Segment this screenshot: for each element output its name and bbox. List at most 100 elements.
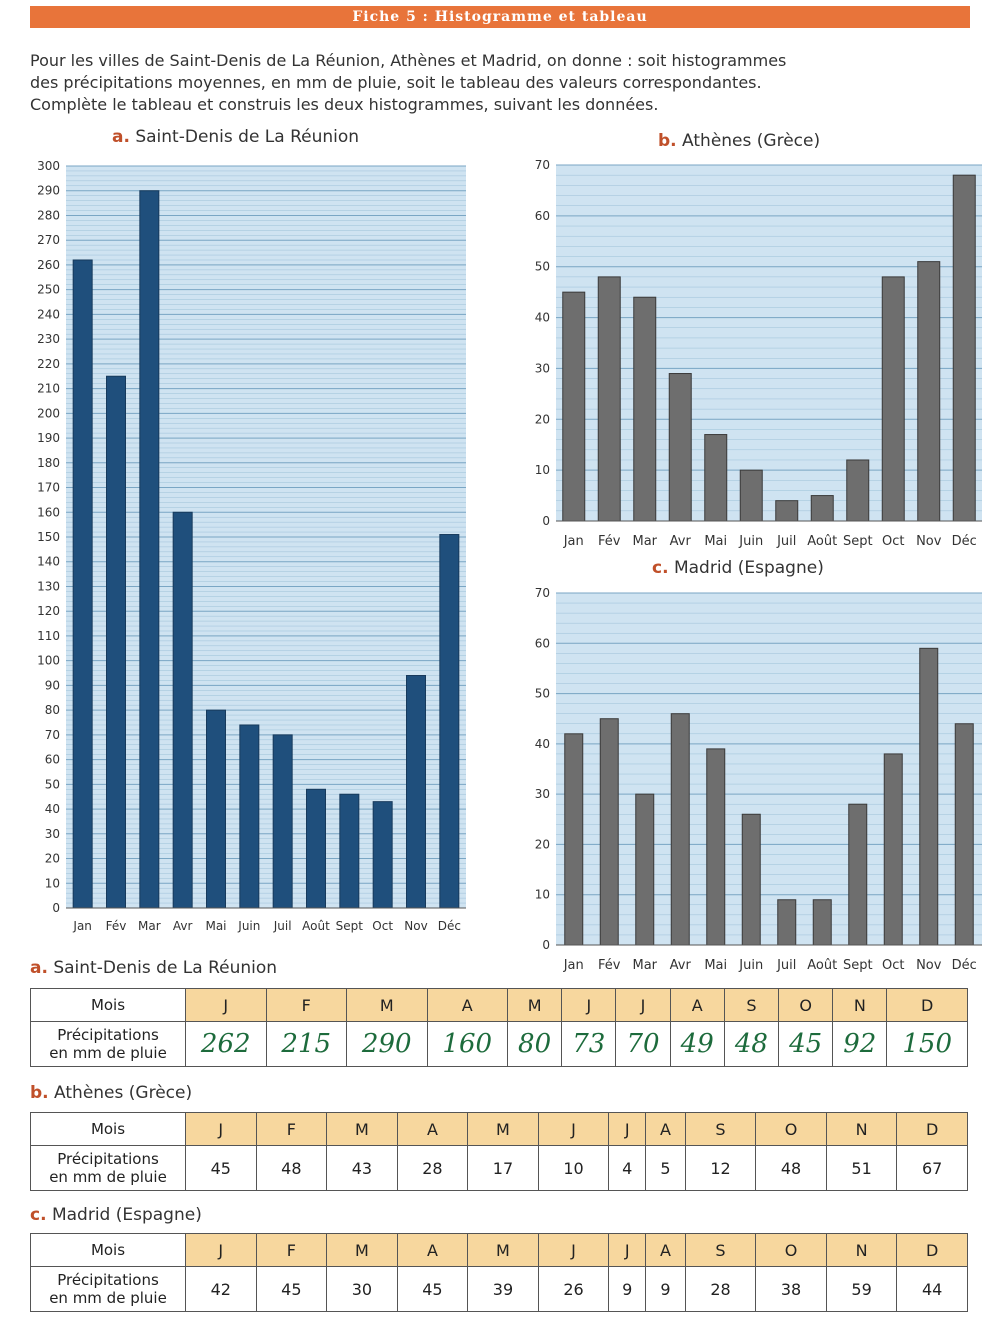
table-b-name: Athènes (Grèce) bbox=[54, 1083, 193, 1103]
y-tick-label: 250 bbox=[37, 283, 60, 297]
bar bbox=[106, 375, 126, 909]
y-tick-label: 200 bbox=[37, 406, 60, 420]
y-tick-label: 100 bbox=[37, 654, 60, 668]
bar bbox=[952, 174, 976, 522]
bar bbox=[706, 748, 726, 946]
x-tick-label: Juin bbox=[738, 534, 763, 549]
x-tick-label: Mai bbox=[704, 958, 727, 973]
bar bbox=[954, 723, 974, 946]
x-tick-label: Août bbox=[807, 958, 837, 973]
y-tick-label: 40 bbox=[45, 802, 60, 816]
month-cell: J bbox=[608, 1112, 647, 1146]
bar bbox=[172, 511, 193, 909]
table-a-title: a. Saint-Denis de La Réunion bbox=[30, 958, 277, 978]
value-cell: 28 bbox=[396, 1145, 469, 1191]
x-tick-label: Mar bbox=[632, 958, 657, 973]
chart-b-letter: b. bbox=[658, 131, 677, 151]
athens-table: Mois J F M A M J J A S O N D Précipitations en mm de p… bbox=[30, 1112, 968, 1191]
x-tick-label: Mai bbox=[205, 919, 226, 933]
months-row: Mois J F M A M J J A S O N D bbox=[30, 988, 968, 1022]
month-cell: J bbox=[185, 1112, 257, 1146]
month-cell: M bbox=[506, 988, 563, 1022]
y-tick-label: 30 bbox=[535, 787, 550, 801]
month-cell: M bbox=[326, 1233, 398, 1267]
y-tick-label: 0 bbox=[52, 901, 60, 915]
x-tick-label: Sept bbox=[843, 958, 873, 973]
saint-denis-table: Mois J F M A M J J A S O N D Précipitations en mm de p… bbox=[30, 988, 968, 1067]
value-cell: 48 bbox=[723, 1021, 780, 1067]
value-cell: 45 bbox=[396, 1266, 469, 1312]
bar bbox=[775, 500, 799, 522]
y-tick-label: 10 bbox=[45, 876, 60, 890]
x-tick-label: Sept bbox=[336, 919, 364, 933]
value-cell: 215 bbox=[265, 1021, 347, 1067]
value-cell: 67 bbox=[896, 1145, 968, 1191]
worksheet-header: Fiche 5 : Histogramme et tableau bbox=[30, 6, 970, 28]
y-tick-label: 270 bbox=[37, 233, 60, 247]
bar bbox=[272, 734, 293, 909]
bar bbox=[741, 813, 761, 946]
y-tick-label: 30 bbox=[45, 827, 60, 841]
month-cell: S bbox=[684, 1233, 757, 1267]
bar bbox=[812, 899, 832, 946]
x-tick-label: Fév bbox=[106, 919, 127, 933]
y-tick-label: 20 bbox=[535, 412, 550, 426]
bar bbox=[881, 276, 905, 522]
y-tick-label: 30 bbox=[535, 361, 550, 375]
month-cell: J bbox=[608, 1233, 647, 1267]
y-tick-label: 70 bbox=[45, 728, 60, 742]
chart-a-name: Saint-Denis de La Réunion bbox=[135, 127, 360, 147]
chart-a-letter: a. bbox=[112, 127, 130, 147]
months-row: Mois J F M A M J J A S O N D bbox=[30, 1112, 968, 1146]
months-row-label: Mois bbox=[30, 988, 186, 1022]
values-row-label: Précipitations en mm de pluie bbox=[30, 1266, 186, 1312]
table-b-letter: b. bbox=[30, 1083, 49, 1103]
y-tick-label: 70 bbox=[535, 158, 550, 172]
value-cell: 28 bbox=[684, 1266, 757, 1312]
instructions-line-1: Pour les villes de Saint-Denis de La Réu… bbox=[30, 51, 787, 70]
value-cell: 38 bbox=[755, 1266, 827, 1312]
value-cell: 290 bbox=[346, 1021, 428, 1067]
month-cell: F bbox=[265, 988, 347, 1022]
bar bbox=[810, 495, 834, 522]
value-cell: 80 bbox=[506, 1021, 563, 1067]
x-tick-label: Juil bbox=[776, 958, 796, 973]
x-tick-label: Nov bbox=[404, 919, 427, 933]
value-cell: 45 bbox=[255, 1266, 328, 1312]
table-c-title: c. Madrid (Espagne) bbox=[30, 1205, 202, 1225]
y-tick-label: 300 bbox=[37, 159, 60, 173]
plot-area bbox=[556, 593, 982, 945]
y-tick-label: 10 bbox=[535, 463, 550, 477]
value-cell: 48 bbox=[755, 1145, 827, 1191]
month-cell: A bbox=[396, 1233, 469, 1267]
month-cell: S bbox=[684, 1112, 757, 1146]
bar bbox=[917, 261, 941, 522]
value-cell: 160 bbox=[426, 1021, 508, 1067]
x-tick-label: Jan bbox=[72, 919, 92, 933]
y-tick-label: 130 bbox=[37, 579, 60, 593]
chart-a-title: a. Saint-Denis de La Réunion bbox=[112, 127, 359, 147]
month-cell: A bbox=[426, 988, 508, 1022]
instructions-line-3: Complète le tableau et construis les deu… bbox=[30, 95, 659, 114]
bar bbox=[597, 276, 621, 522]
bar bbox=[339, 793, 360, 909]
month-cell: F bbox=[255, 1112, 328, 1146]
y-tick-label: 40 bbox=[535, 311, 550, 325]
value-cell: 9 bbox=[645, 1266, 686, 1312]
month-cell: M bbox=[467, 1233, 539, 1267]
x-tick-label: Mar bbox=[138, 919, 161, 933]
values-row-label-line-1: Précipitations bbox=[57, 1150, 159, 1168]
instructions-line-2: des précipitations moyennes, en mm de pl… bbox=[30, 73, 762, 92]
saint-denis-histogram: 0 10 20 30 40 50 60 70 80 90 100 110 120 130 140 150 160… bbox=[37, 159, 466, 933]
value-cell: 262 bbox=[185, 1021, 267, 1067]
month-cell: A bbox=[396, 1112, 469, 1146]
bar bbox=[635, 793, 655, 946]
months-row-label: Mois bbox=[30, 1233, 186, 1267]
values-row: Précipitations en mm de pluie 42 45 30 45 39 26… bbox=[30, 1266, 968, 1312]
value-cell: 150 bbox=[886, 1021, 968, 1067]
bar bbox=[372, 801, 393, 909]
y-tick-label: 210 bbox=[37, 382, 60, 396]
bar bbox=[439, 534, 460, 909]
bar bbox=[670, 713, 690, 946]
y-tick-label: 0 bbox=[542, 514, 550, 528]
